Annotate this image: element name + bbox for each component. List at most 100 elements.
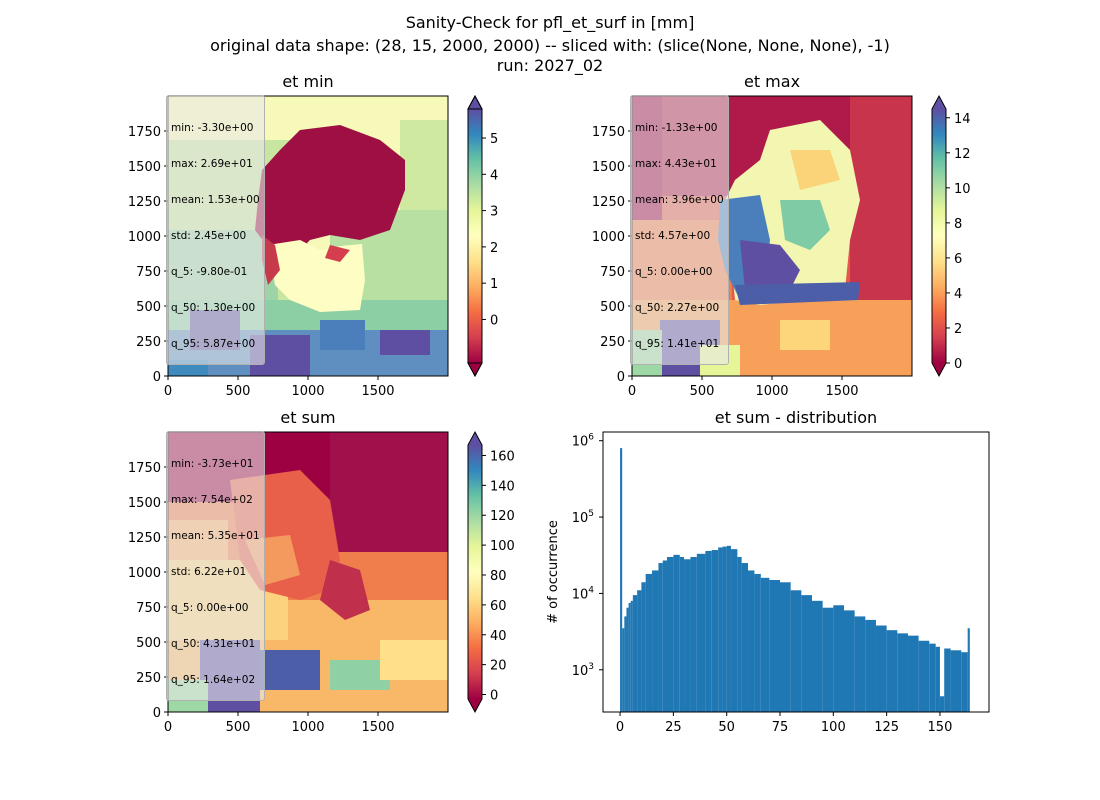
histogram-bar <box>944 648 951 712</box>
stat-line: std: 6.22e+01 <box>171 566 247 578</box>
stat-line: mean: 1.53e+00 <box>171 194 260 206</box>
x-tick-label: 50 <box>718 720 735 735</box>
y-tick-label: 1250 <box>128 531 161 546</box>
histogram-bar <box>624 616 627 712</box>
x-tick-label: 0 <box>164 384 172 399</box>
stat-line: q_50: 2.27e+00 <box>635 302 720 314</box>
histogram-bar <box>630 600 633 712</box>
colorbar-tick-label: 8 <box>954 217 962 232</box>
colorbar-tick-label: 120 <box>490 509 515 524</box>
y-tick-label: 500 <box>136 636 161 651</box>
stat-line: mean: 3.96e+00 <box>635 194 724 206</box>
stat-line: q_5: 0.00e+00 <box>635 266 713 278</box>
stat-line: q_5: -9.80e-01 <box>171 266 248 278</box>
colorbar-tick-label: 3 <box>490 205 498 220</box>
histogram-bar <box>935 646 940 712</box>
histogram-bar <box>929 643 936 712</box>
stat-line: q_95: 1.41e+01 <box>635 338 720 350</box>
y-tick-label: 1750 <box>128 461 161 476</box>
colorbar-tick-label: 4 <box>490 168 498 183</box>
stats-box-et-min: min: -3.30e+00 max: 2.69e+01 mean: 1.53e… <box>166 95 265 365</box>
x-tick-label: 1500 <box>361 384 394 399</box>
x-tick-label: 75 <box>772 720 789 735</box>
panel-title-et-max: et max <box>743 72 801 91</box>
colorbar-extend-min-et-sum <box>468 699 482 712</box>
y-tick-label: 106 <box>572 433 595 450</box>
stat-line: min: -3.73e+01 <box>171 458 254 470</box>
histogram-bar <box>741 563 749 712</box>
x-tick-label: 0 <box>164 720 172 735</box>
histogram-bar <box>622 628 625 712</box>
histogram-bar <box>875 625 887 712</box>
stat-line: std: 2.45e+00 <box>171 230 247 242</box>
colorbar-et-min <box>468 109 482 363</box>
histogram-bar <box>730 549 738 712</box>
histogram-bar <box>696 553 706 712</box>
histogram-bar <box>673 554 680 712</box>
histogram-bar <box>637 590 642 712</box>
colorbar-tick-label: 2 <box>490 241 498 256</box>
y-tick-label: 1000 <box>128 566 161 581</box>
histogram-bar <box>897 633 908 712</box>
y-tick-label: 1500 <box>128 160 161 175</box>
axes-frame-histogram <box>602 431 990 713</box>
histogram-bar <box>907 635 919 712</box>
histogram-bar <box>666 556 674 712</box>
stats-box-et-max: min: -1.33e+00 max: 4.43e+01 mean: 3.96e… <box>630 95 729 365</box>
y-tick-label: 250 <box>136 335 161 350</box>
stat-line: mean: 5.35e+01 <box>171 530 260 542</box>
histogram-bar <box>684 559 691 712</box>
histogram-bar <box>843 610 855 712</box>
histogram-bar <box>760 577 770 712</box>
y-tick-label: 105 <box>572 509 594 526</box>
x-tick-label: 0 <box>628 384 636 399</box>
histogram-bar <box>950 650 962 712</box>
y-tick-label: 1750 <box>128 125 161 140</box>
stat-line: q_50: 1.30e+00 <box>171 302 256 314</box>
histogram-ylabel: # of occurrence <box>546 520 561 624</box>
y-tick-label: 1500 <box>128 496 161 511</box>
histogram-bar <box>658 563 663 712</box>
colorbar-tick-label: 0 <box>954 357 962 372</box>
x-tick-label: 150 <box>928 720 953 735</box>
stat-line: std: 4.57e+00 <box>635 230 711 242</box>
y-tick-label: 500 <box>600 300 625 315</box>
colorbar-tick-label: 10 <box>954 182 971 197</box>
histogram-plot <box>620 448 970 712</box>
stat-line: max: 7.54e+02 <box>171 494 253 506</box>
colorbar-tick-label: 140 <box>490 479 515 494</box>
histogram-bar <box>628 602 631 712</box>
y-tick-label: 750 <box>136 265 161 280</box>
histogram-bar <box>865 619 876 712</box>
x-tick-label: 500 <box>226 720 251 735</box>
histogram-bar <box>662 560 667 712</box>
figure-title-line-1: Sanity-Check for pfl_et_surf in [mm] <box>405 13 695 32</box>
histogram-bar <box>801 595 812 712</box>
y-tick-label: 1000 <box>128 230 161 245</box>
colorbar-tick-label: 0 <box>490 689 498 704</box>
colorbar-tick-label: 0 <box>490 313 498 328</box>
colorbar-tick-label: 14 <box>954 112 971 127</box>
stat-line: q_50: 4.31e+01 <box>171 638 256 650</box>
colorbar-et-max <box>932 109 946 363</box>
colorbar-extend-max-et-sum <box>468 432 482 445</box>
colorbar-tick-label: 80 <box>490 569 507 584</box>
colorbar-et-sum <box>468 445 482 699</box>
x-tick-label: 1500 <box>825 384 858 399</box>
colorbar-tick-label: 4 <box>954 287 962 302</box>
figure-title-line-2: original data shape: (28, 15, 2000, 2000… <box>210 36 890 55</box>
x-tick-label: 0 <box>616 720 624 735</box>
y-tick-label: 250 <box>136 671 161 686</box>
y-tick-label: 750 <box>600 265 625 280</box>
panel-title-et-sum: et sum <box>280 408 336 427</box>
histogram-bar <box>711 550 719 712</box>
y-tick-label: 1250 <box>128 195 161 210</box>
colorbar-tick-label: 1 <box>490 277 498 292</box>
x-tick-label: 1000 <box>291 384 324 399</box>
x-tick-label: 1000 <box>755 384 788 399</box>
colorbar-tick-label: 6 <box>954 252 962 267</box>
stat-line: q_5: 0.00e+00 <box>171 602 249 614</box>
y-tick-label: 500 <box>136 300 161 315</box>
x-tick-label: 125 <box>874 720 899 735</box>
stat-line: q_95: 1.64e+02 <box>171 674 256 686</box>
